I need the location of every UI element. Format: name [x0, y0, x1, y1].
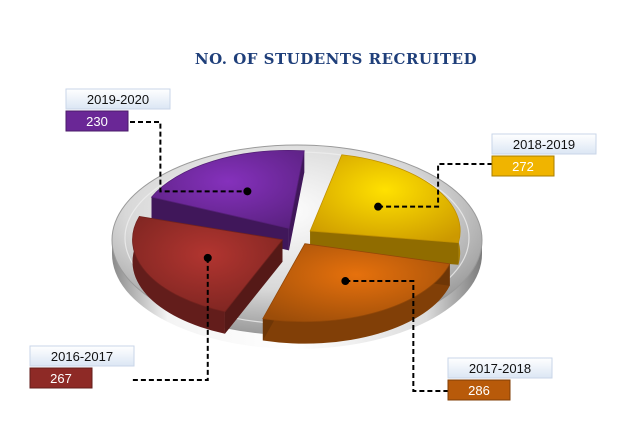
callout-category-label: 2016-2017 [51, 349, 113, 364]
callout-value-box [491, 155, 555, 177]
pie-slice-edge [310, 231, 459, 265]
leader-line [130, 257, 209, 381]
callout-category-label: 2017-2018 [469, 361, 531, 376]
leader-line [345, 280, 448, 392]
pie-slice-side [132, 216, 225, 334]
callout-category-box [29, 345, 135, 367]
callout-value-label: 230 [86, 114, 108, 129]
pie-slice-top [132, 216, 284, 313]
leader-dot [203, 253, 212, 262]
pie-slice-2017-2018 [262, 243, 451, 344]
callout-category-box [65, 88, 171, 110]
pie-slices [132, 150, 461, 344]
callout-value-box [29, 367, 93, 389]
pie-slice-side [262, 263, 450, 344]
pie-slice-2018-2019 [309, 154, 461, 265]
pie-slice-2016-2017 [132, 216, 284, 334]
callout-2016-2017: 2016-2017 267 [29, 253, 212, 389]
callout-value-box [447, 379, 511, 401]
callout-category-label: 2018-2019 [513, 137, 575, 152]
pie-slice-top [262, 243, 451, 323]
leader-dot [341, 277, 350, 286]
chart-title: NO. OF STUDENTS RECRUITED [195, 50, 477, 68]
pie-slice-edge [288, 150, 305, 251]
leader-dot [243, 187, 252, 196]
leader-line [378, 163, 492, 208]
leader-line [130, 121, 248, 193]
pie-slice-edge [224, 239, 283, 334]
callout-value-label: 267 [50, 371, 72, 386]
callout-category-box [447, 357, 553, 379]
callout-value-box [65, 110, 129, 132]
callout-2018-2019: 2018-2019 272 [374, 133, 597, 211]
callout-2019-2020: 2019-2020 230 [65, 88, 252, 196]
callout-value-label: 286 [468, 383, 490, 398]
leader-dot [374, 202, 383, 211]
data-callouts: 2018-2019 272 2017-2018 286 2016-2017 267 2019… [29, 88, 597, 401]
callout-value-label: 272 [512, 159, 534, 174]
pie-slice-top [309, 154, 461, 244]
callout-category-box [491, 133, 597, 155]
callout-2017-2018: 2017-2018 286 [341, 277, 553, 401]
callout-category-label: 2019-2020 [87, 92, 149, 107]
